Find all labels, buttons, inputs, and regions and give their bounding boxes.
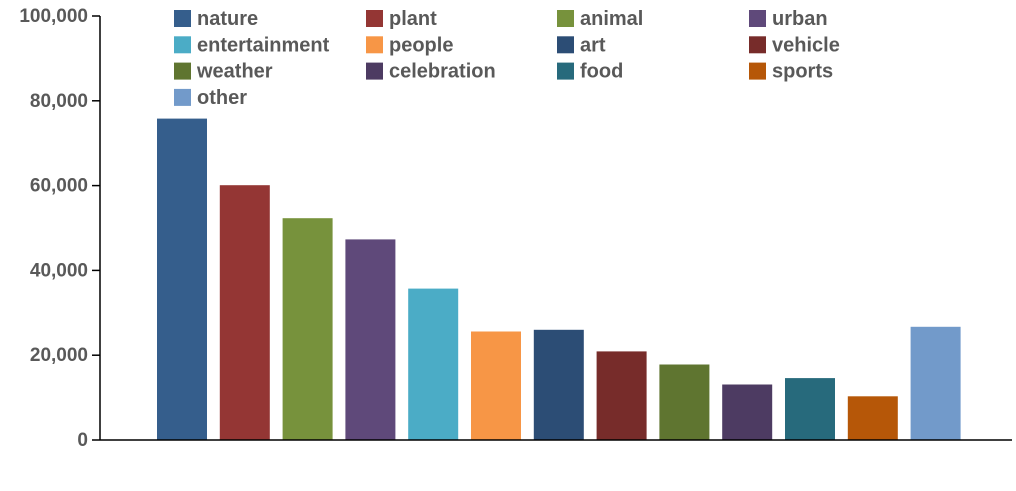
legend-swatch: [366, 62, 383, 80]
legend-item-nature: nature: [174, 8, 258, 30]
legend-swatch: [557, 36, 574, 54]
y-tick-label: 100,000: [19, 6, 88, 27]
legend-item-art: art: [557, 34, 606, 56]
legend-swatch: [557, 62, 574, 80]
y-tick-label: 80,000: [30, 91, 88, 112]
legend-swatch: [366, 36, 383, 54]
legend-swatch: [749, 36, 766, 54]
legend: nature plant animal urban entertainment peopl…: [174, 8, 840, 109]
legend-item-weather: weather: [174, 61, 273, 83]
legend-label: people: [389, 34, 453, 56]
legend-label: food: [580, 61, 623, 83]
y-tick-label: 60,000: [30, 176, 88, 197]
legend-item-other: other: [174, 87, 247, 109]
legend-item-entertainment: entertainment: [174, 34, 330, 56]
legend-label: art: [580, 34, 606, 56]
legend-swatch: [749, 10, 766, 27]
legend-item-celebration: celebration: [366, 61, 496, 83]
legend-swatch: [749, 62, 766, 80]
y-tick-label: 0: [77, 430, 88, 451]
legend-item-sports: sports: [749, 61, 833, 83]
bar-nature: [157, 118, 207, 440]
y-tick-label: 20,000: [30, 345, 88, 366]
legend-swatch: [174, 36, 191, 54]
y-ticks: 0 20,000 40,000 60,000 80,000 100,000: [19, 6, 100, 451]
legend-swatch: [557, 10, 574, 27]
legend-item-urban: urban: [749, 8, 828, 30]
y-tick-label: 40,000: [30, 260, 88, 281]
legend-label: sports: [772, 61, 833, 83]
bar-vehicle: [596, 351, 647, 440]
bar-weather: [659, 364, 710, 440]
legend-label: other: [197, 87, 247, 109]
bar-people: [471, 331, 521, 440]
legend-item-vehicle: vehicle: [749, 34, 840, 56]
bars: [157, 118, 961, 440]
legend-label: nature: [197, 8, 258, 30]
legend-label: urban: [772, 8, 828, 30]
legend-swatch: [174, 88, 191, 106]
legend-label: animal: [580, 8, 643, 30]
bar-food: [785, 378, 835, 440]
legend-label: weather: [196, 61, 273, 83]
legend-label: celebration: [389, 61, 496, 83]
legend-swatch: [174, 10, 191, 27]
legend-item-animal: animal: [557, 8, 643, 30]
bar-plant: [219, 185, 270, 440]
legend-item-people: people: [366, 34, 453, 56]
legend-label: vehicle: [772, 34, 840, 56]
legend-item-plant: plant: [366, 8, 437, 30]
bar-animal: [282, 218, 333, 440]
bar-other: [910, 326, 961, 440]
bar-celebration: [722, 384, 773, 440]
legend-swatch: [174, 62, 191, 80]
legend-label: entertainment: [197, 34, 330, 56]
bar-urban: [345, 239, 396, 440]
bar-sports: [847, 396, 898, 440]
legend-label: plant: [389, 8, 437, 30]
bar-entertainment: [408, 288, 459, 440]
legend-swatch: [366, 10, 383, 27]
legend-item-food: food: [557, 61, 623, 83]
bar-art: [533, 329, 584, 440]
